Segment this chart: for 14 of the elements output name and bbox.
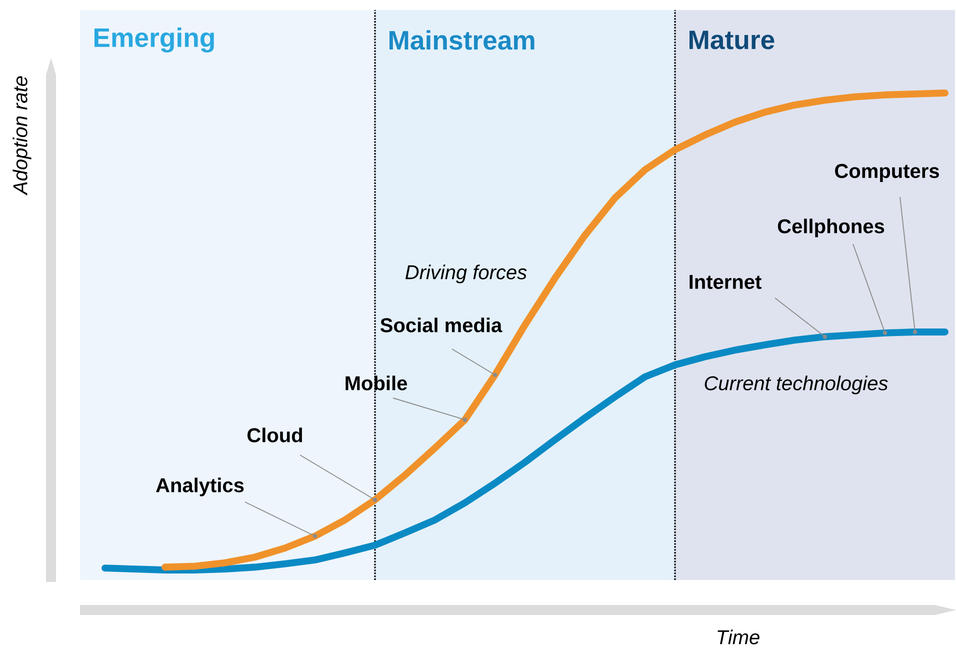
y-axis-title: Adoption rate [12,76,32,196]
annotation: Internet [690,275,762,289]
annotation: Cellphones [778,218,884,238]
text: Emerging [94,28,214,52]
annotation: Analytics [156,478,244,496]
series-label: Driving forces [405,264,527,284]
text: Mature [690,30,774,50]
annotation: Cloud [247,428,302,442]
annotation: Social media [380,318,502,332]
series-label: Current technologies [704,376,888,394]
x-axis-title: Time [718,630,760,644]
annotation: Computers [835,164,939,182]
text: Mainstream [389,30,534,50]
annotation: Mobile [346,376,407,390]
